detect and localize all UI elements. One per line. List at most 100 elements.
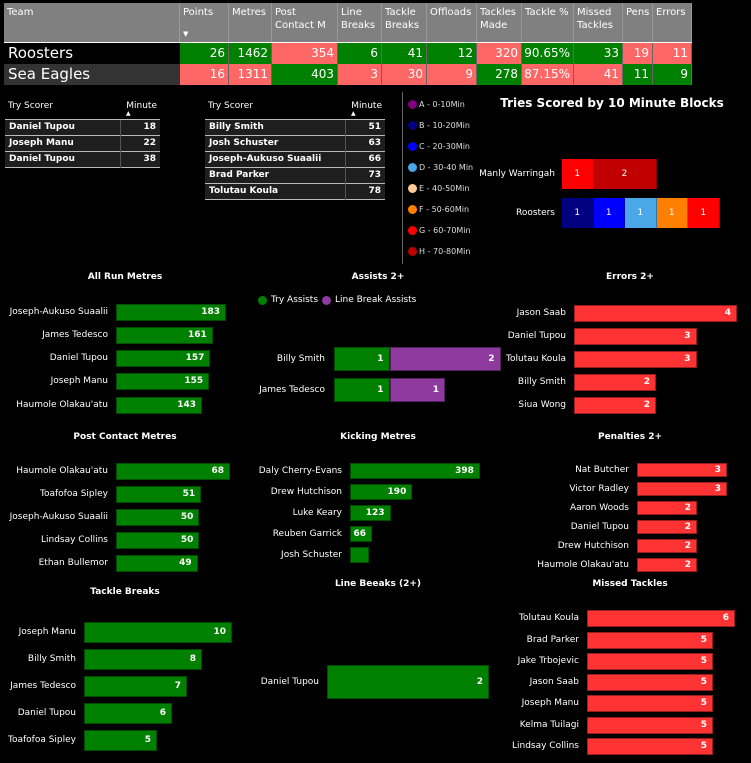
column-header[interactable]: Tackle Breaks bbox=[382, 3, 427, 42]
column-header[interactable]: Team bbox=[4, 3, 180, 42]
column-header[interactable]: Tackles Made bbox=[477, 3, 522, 42]
bar[interactable]: 2 bbox=[574, 373, 656, 391]
bar[interactable]: 161 bbox=[116, 326, 213, 344]
bar[interactable]: 2 bbox=[637, 558, 697, 572]
bar[interactable]: 5 bbox=[587, 737, 713, 755]
cell-divider bbox=[345, 184, 346, 200]
bar-segment-D[interactable]: 1 bbox=[625, 198, 657, 228]
bar-segment-C[interactable]: 1 bbox=[593, 198, 625, 228]
bar[interactable]: 123 bbox=[350, 505, 391, 521]
bar[interactable]: 50 bbox=[116, 508, 200, 526]
header-try-scorer[interactable]: Try Scorer bbox=[8, 101, 53, 111]
bar[interactable]: 2 bbox=[637, 539, 697, 553]
data-label: 5 bbox=[700, 656, 707, 666]
bar[interactable]: 398 bbox=[350, 463, 480, 479]
header-try-scorer[interactable]: Try Scorer bbox=[208, 101, 253, 111]
legend-item[interactable]: E - 40-50Min bbox=[408, 184, 469, 193]
legend-item[interactable]: A - 0-10Min bbox=[408, 100, 465, 109]
bar-segment-G[interactable]: 1 bbox=[562, 159, 594, 189]
bar[interactable]: 5 bbox=[587, 716, 713, 734]
bar[interactable]: 5 bbox=[587, 631, 713, 649]
bar[interactable]: 157 bbox=[116, 349, 211, 367]
line-break-assists-bar[interactable]: 2 bbox=[389, 347, 501, 371]
cell-divider bbox=[120, 152, 121, 168]
header-minute[interactable]: Minute bbox=[126, 101, 157, 111]
column-header[interactable]: Metres bbox=[229, 3, 272, 42]
legend-item[interactable]: F - 50-60Min bbox=[408, 205, 469, 214]
bar[interactable]: 183 bbox=[116, 303, 226, 321]
legend-label[interactable]: Try Assists bbox=[271, 295, 319, 305]
category-label: Ethan Bullemor bbox=[38, 558, 108, 568]
stat-cell: 6 bbox=[338, 43, 382, 64]
bar[interactable]: 51 bbox=[116, 485, 202, 503]
legend-item[interactable]: D - 30-40 Min bbox=[408, 163, 473, 172]
bar[interactable]: 7 bbox=[84, 675, 187, 697]
bar[interactable]: 2 bbox=[327, 665, 489, 699]
table-row[interactable]: Billy Smith 51 bbox=[205, 120, 385, 136]
cell-divider bbox=[120, 136, 121, 152]
try-assists-bar[interactable]: 1 bbox=[334, 378, 390, 402]
bar[interactable]: 5 bbox=[587, 694, 713, 712]
bar[interactable]: 5 bbox=[587, 652, 713, 670]
sort-ascending-icon[interactable]: ▲ bbox=[126, 110, 131, 117]
column-header[interactable]: Points ▼ bbox=[180, 3, 229, 42]
scorer-name: Daniel Tupou bbox=[9, 154, 75, 164]
bar-segment-H[interactable]: 2 bbox=[593, 159, 657, 189]
sort-ascending-icon[interactable]: ▲ bbox=[351, 110, 356, 117]
bar-segment-F[interactable]: 1 bbox=[656, 198, 688, 228]
legend-item[interactable]: H - 70-80Min bbox=[408, 247, 470, 256]
bar[interactable]: 68 bbox=[116, 462, 230, 480]
bar[interactable]: 8 bbox=[84, 648, 202, 670]
column-header-label: Tackle Breaks bbox=[385, 7, 420, 31]
bar[interactable]: 10 bbox=[84, 621, 232, 643]
table-row[interactable]: Tolutau Koula 78 bbox=[205, 184, 385, 200]
category-label: Billy Smith bbox=[27, 654, 76, 664]
bar[interactable]: 5 bbox=[587, 673, 713, 691]
column-header[interactable]: Errors bbox=[653, 3, 692, 42]
try-assists-bar[interactable]: 1 bbox=[334, 347, 390, 371]
column-header[interactable]: Tackle % bbox=[522, 3, 574, 42]
table-row[interactable]: Daniel Tupou 18 bbox=[5, 120, 160, 136]
bar[interactable]: 4 bbox=[574, 304, 737, 322]
data-label: 398 bbox=[455, 466, 474, 476]
table-row[interactable]: Josh Schuster 63 bbox=[205, 136, 385, 152]
bar[interactable]: 155 bbox=[116, 372, 210, 390]
column-header[interactable]: Pens bbox=[623, 3, 653, 42]
column-header[interactable]: Line Breaks bbox=[338, 3, 382, 42]
bar[interactable]: 5 bbox=[84, 729, 157, 751]
legend-label[interactable]: Line Break Assists bbox=[335, 295, 417, 305]
bar[interactable]: 2 bbox=[574, 396, 656, 414]
legend-item[interactable]: B - 10-20Min bbox=[408, 121, 470, 130]
table-row[interactable]: Brad Parker 73 bbox=[205, 168, 385, 184]
bar[interactable]: 190 bbox=[350, 484, 413, 500]
table-row[interactable]: Joseph Manu 22 bbox=[5, 136, 160, 152]
bar[interactable]: 2 bbox=[637, 501, 697, 515]
bar[interactable]: 50 bbox=[116, 531, 200, 549]
line-break-assists-bar[interactable]: 1 bbox=[389, 378, 445, 402]
bar[interactable]: 143 bbox=[116, 396, 202, 414]
bar[interactable]: 49 bbox=[116, 554, 198, 572]
table-row[interactable]: Daniel Tupou 38 bbox=[5, 152, 160, 168]
bar[interactable]: 3 bbox=[637, 482, 727, 496]
table-row[interactable]: Joseph-Aukuso Suaalii 66 bbox=[205, 152, 385, 168]
bar[interactable]: 3 bbox=[574, 327, 697, 345]
bar[interactable]: 2 bbox=[637, 520, 697, 534]
bar[interactable]: 3 bbox=[637, 463, 727, 477]
column-header[interactable]: Missed Tackles bbox=[574, 3, 623, 42]
legend-item[interactable]: G - 60-70Min bbox=[408, 226, 471, 235]
column-header[interactable]: Post Contact M bbox=[272, 3, 338, 42]
header-minute[interactable]: Minute bbox=[351, 101, 382, 111]
bar[interactable] bbox=[350, 547, 370, 563]
legend-item[interactable]: C - 20-30Min bbox=[408, 142, 470, 151]
bar[interactable]: 3 bbox=[574, 350, 697, 368]
sort-descending-icon[interactable]: ▼ bbox=[183, 30, 189, 38]
scorer-name: Joseph Manu bbox=[9, 138, 74, 148]
bar[interactable]: 6 bbox=[587, 609, 735, 627]
bar-segment-B[interactable]: 1 bbox=[562, 198, 594, 228]
bar[interactable]: 66 bbox=[350, 526, 373, 542]
column-header[interactable]: Offloads bbox=[427, 3, 477, 42]
bar-segment-G[interactable]: 1 bbox=[688, 198, 720, 228]
bar[interactable]: 6 bbox=[84, 702, 172, 724]
